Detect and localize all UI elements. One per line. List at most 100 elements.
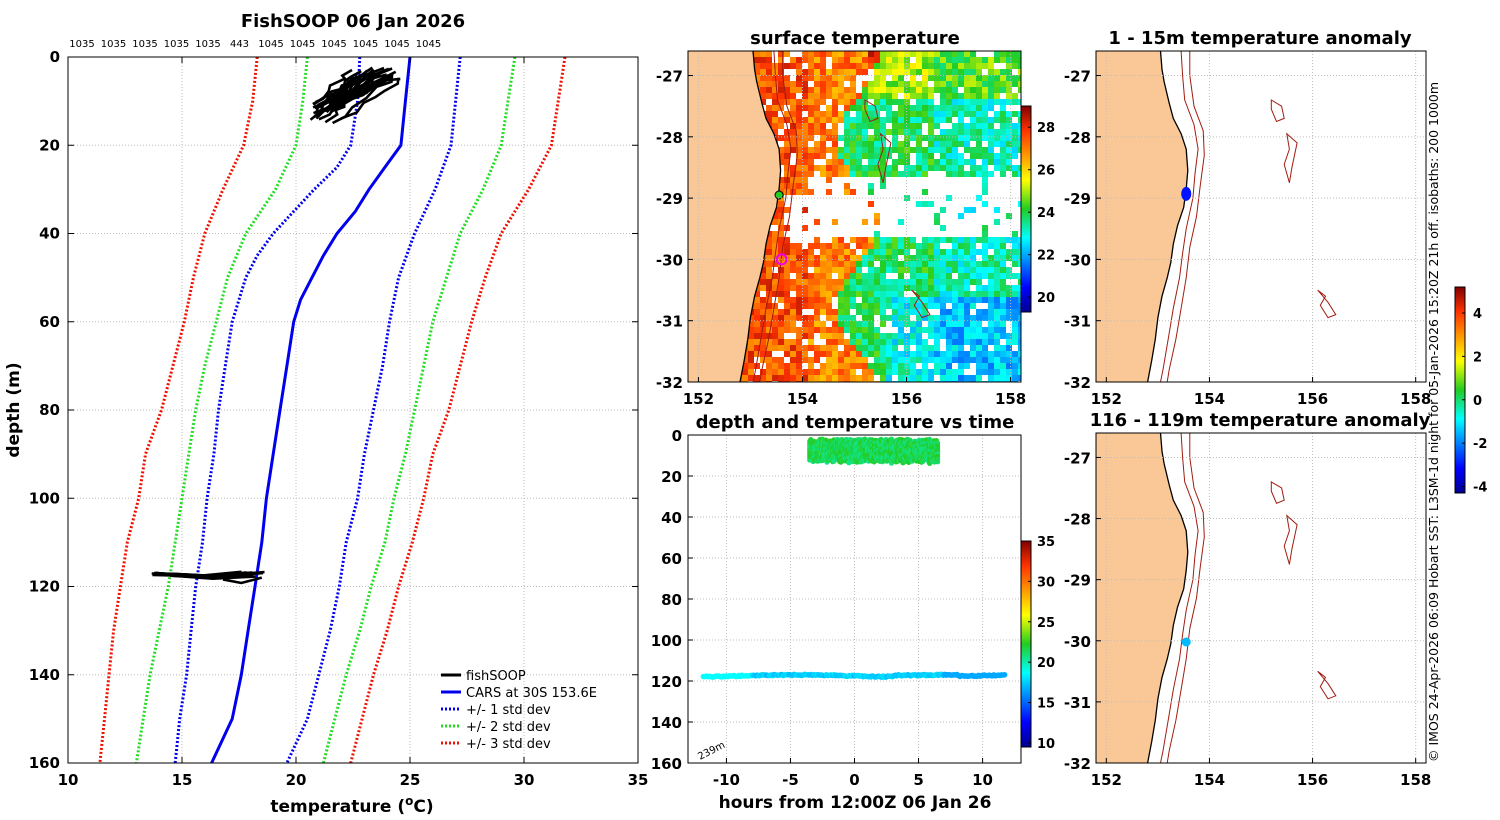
sst-cell (808, 243, 814, 249)
isobath-200m (752, 51, 792, 382)
sst-cell (982, 87, 988, 93)
sst-cell (844, 303, 850, 309)
sst-cell (898, 57, 904, 63)
sst-cell (922, 297, 928, 303)
sst-cell (946, 159, 952, 165)
sst-cell (796, 105, 802, 111)
sst-cell (898, 351, 904, 357)
sst-cell (1000, 309, 1006, 315)
sst-cell (892, 333, 898, 339)
sst-cell (778, 147, 784, 153)
sst-cell (784, 63, 790, 69)
sst-cell (1018, 147, 1021, 153)
sst-cell (874, 303, 880, 309)
sst-cell (784, 159, 790, 165)
sst-cell (880, 345, 886, 351)
sst-cell (898, 327, 904, 333)
sst-cell (970, 351, 976, 357)
sst-cell (832, 135, 838, 141)
sst-cell (1006, 147, 1012, 153)
sst-cell (838, 81, 844, 87)
sst-cell (1018, 255, 1021, 261)
sst-cell (838, 255, 844, 261)
sst-cell (976, 327, 982, 333)
sst-colorbar-tick-label: 24 (1037, 206, 1055, 221)
sst-cell (796, 189, 802, 195)
sst-cell (886, 99, 892, 105)
sst-cell (982, 177, 988, 183)
sst-cell (838, 357, 844, 363)
sst-cell (844, 75, 850, 81)
sst-cell (874, 297, 880, 303)
sst-cell (952, 105, 958, 111)
sst-cell (790, 129, 796, 135)
sst-cell (958, 339, 964, 345)
sst-cell (826, 105, 832, 111)
sst-cell (886, 375, 892, 381)
sst-cell (766, 249, 772, 255)
sst-cell (748, 375, 754, 381)
sst-cell (934, 321, 940, 327)
sst-cell (994, 75, 1000, 81)
sst-cell (742, 369, 748, 375)
sst-cell (850, 189, 856, 195)
sst-cell (940, 87, 946, 93)
sst-cell (790, 303, 796, 309)
sst-cell (994, 267, 1000, 273)
sst-cell (910, 69, 916, 75)
sst-cell (760, 309, 766, 315)
sst-cell (1018, 87, 1021, 93)
sst-cell (964, 87, 970, 93)
sst-cell (826, 165, 832, 171)
sst-cell (868, 273, 874, 279)
anomaly-colorbar-tick-label: 2 (1473, 350, 1482, 365)
sst-cell (964, 99, 970, 105)
sst-cell (982, 99, 988, 105)
sst-cell (1012, 93, 1018, 99)
timeseries-y-tick-label: 60 (661, 550, 682, 568)
sst-cell (772, 213, 778, 219)
sst-cell (844, 147, 850, 153)
sst-cell (868, 291, 874, 297)
sst-cell (880, 69, 886, 75)
sst-cell (778, 153, 784, 159)
sst-cell (928, 357, 934, 363)
anomaly-shallow-point (1181, 186, 1192, 201)
sst-cell (946, 171, 952, 177)
sst-cell (838, 111, 844, 117)
sst-cell (772, 111, 778, 117)
sst-cell (862, 345, 868, 351)
anomaly-shallow-x-tick-label: 154 (1194, 390, 1225, 408)
sst-cell (856, 147, 862, 153)
sst-cell (928, 135, 934, 141)
sst-grid (688, 51, 1021, 383)
sst-cell (916, 159, 922, 165)
sst-cell (1012, 63, 1018, 69)
sst-cell (832, 327, 838, 333)
sst-cell (982, 333, 988, 339)
sst-cell (844, 363, 850, 369)
sst-cell (910, 243, 916, 249)
sst-cell (880, 333, 886, 339)
sst-cell (820, 111, 826, 117)
sst-cell (808, 357, 814, 363)
sst-cell (784, 117, 790, 123)
sst-cell (802, 51, 808, 57)
sst-cell (970, 69, 976, 75)
sst-cell (994, 99, 1000, 105)
sst-cell (844, 309, 850, 315)
sst-cell (1012, 303, 1018, 309)
sst-cell (892, 243, 898, 249)
sst-cell (754, 297, 760, 303)
sst-cell (970, 327, 976, 333)
sst-cell (1012, 309, 1018, 315)
sst-cell (826, 129, 832, 135)
sst-y-tick-label: -29 (656, 190, 683, 208)
sst-cell (970, 135, 976, 141)
sst-cell (766, 105, 772, 111)
anomaly-shallow-y-tick-label: -30 (1064, 251, 1091, 269)
sst-cell (940, 321, 946, 327)
sst-cell (922, 105, 928, 111)
sst-cell (802, 357, 808, 363)
